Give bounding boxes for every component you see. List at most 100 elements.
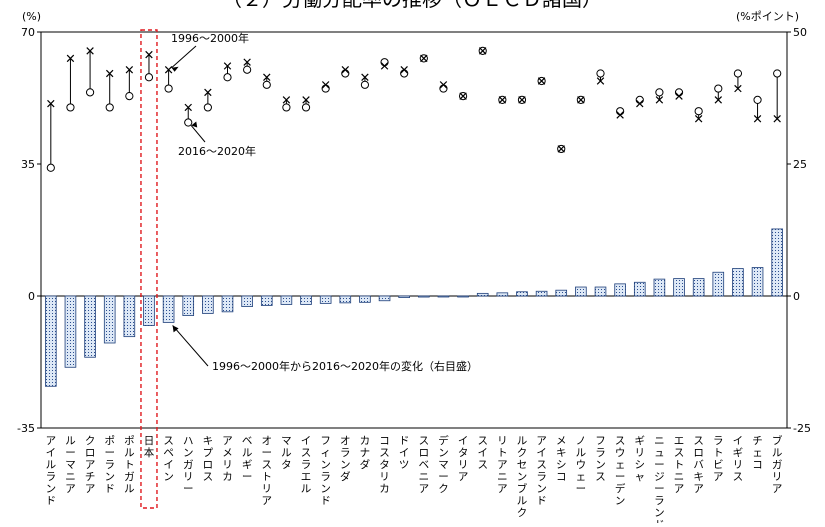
category-label: カナダ: [360, 435, 371, 471]
category-char: ト: [262, 471, 273, 483]
change-bar: [182, 295, 195, 316]
category-char: ス: [595, 471, 606, 483]
category-label: ノルウェー: [576, 435, 587, 495]
category-char: ダ: [340, 470, 351, 483]
category-char: ニ: [654, 435, 665, 447]
category-char: ア: [262, 495, 273, 507]
change-bar: [319, 295, 332, 304]
category-char: ニ: [419, 471, 430, 483]
category-label: ポーランド: [104, 435, 115, 495]
category-char: イ: [46, 447, 57, 459]
marker-1996-2000: [616, 111, 624, 119]
category-label: スウェーデン: [615, 435, 626, 507]
category-char: ン: [46, 483, 57, 495]
category-char: ル: [65, 435, 76, 447]
category-char: ブ: [772, 434, 783, 447]
category-char: ト: [124, 459, 135, 471]
category-char: ル: [517, 435, 528, 447]
category-char: ル: [772, 447, 783, 459]
category-char: カ: [360, 435, 371, 447]
change-bar: [771, 228, 783, 297]
category-char: シ: [635, 459, 646, 471]
category-char: ウ: [576, 459, 587, 471]
category-char: ス: [674, 447, 685, 459]
category-char: リ: [497, 435, 508, 447]
change-bar: [123, 295, 136, 338]
category-label: ドイツ: [399, 435, 410, 471]
marker-2016-2020: [46, 163, 55, 172]
marker-2016-2020: [282, 103, 291, 112]
category-char: デ: [615, 482, 626, 495]
marker-1996-2000: [66, 54, 75, 63]
category-char: ル: [124, 447, 135, 459]
marker-1996-2000: [753, 115, 762, 123]
change-bar: [712, 271, 725, 297]
marker-1996-2000: [439, 81, 448, 89]
category-char: ナ: [360, 447, 371, 459]
change-bar: [437, 295, 450, 298]
category-char: リ: [458, 459, 469, 471]
category-char: ア: [85, 459, 96, 471]
category-char: ガ: [183, 459, 194, 471]
category-char: マ: [65, 459, 76, 471]
marker-1996-2000: [184, 103, 192, 112]
category-char: ラ: [340, 447, 351, 459]
category-label: ハンガリー: [183, 435, 194, 495]
category-char: イ: [163, 459, 174, 471]
marker-1996-2000: [537, 77, 546, 85]
category-char: キ: [693, 471, 704, 483]
category-char: ィ: [320, 447, 331, 459]
category-char: ク: [517, 507, 528, 519]
category-label: ブルガリア: [772, 434, 783, 495]
category-char: シ: [556, 459, 567, 471]
japan-highlight-box: [140, 29, 158, 509]
category-char: ア: [222, 435, 233, 447]
change-bar: [398, 295, 410, 298]
category-label: ポルトガル: [124, 435, 135, 495]
change-bar: [516, 291, 528, 297]
category-label: アイスランド: [536, 435, 547, 507]
marker-2016-2020: [694, 107, 703, 116]
marker-2016-2020: [596, 69, 605, 78]
category-char: ェ: [752, 447, 763, 459]
category-char: タ: [458, 447, 469, 459]
category-label: フィンランド: [320, 435, 331, 507]
marker-2016-2020: [66, 103, 75, 112]
category-label: イタリア: [458, 435, 469, 483]
category-label: エストニア: [674, 435, 685, 495]
category-char: コ: [752, 459, 763, 471]
change-bar: [359, 295, 371, 303]
category-char: イ: [477, 447, 488, 459]
category-label: スペイン: [163, 435, 174, 483]
category-char: ン: [615, 495, 626, 507]
category-char: ド: [320, 495, 331, 507]
marker-1996-2000: [145, 50, 153, 59]
marker-2016-2020: [773, 69, 782, 78]
category-char: ー: [262, 447, 273, 459]
marker-1996-2000: [164, 65, 173, 74]
marker-1996-2000: [675, 92, 683, 100]
category-char: ガ: [772, 459, 783, 471]
category-char: リ: [379, 471, 390, 483]
category-char: リ: [733, 459, 744, 471]
right-tick-label: -25: [793, 422, 811, 435]
category-char: ン: [183, 447, 194, 459]
category-char: メ: [556, 435, 567, 447]
category-char: ラ: [536, 471, 547, 483]
category-char: ニ: [497, 471, 508, 483]
category-char: ル: [46, 459, 57, 471]
marker-1996-2000: [557, 145, 565, 153]
change-bar: [614, 283, 626, 297]
marker-1996-2000: [694, 115, 703, 123]
category-char: ー: [576, 483, 587, 495]
change-bar: [555, 289, 568, 297]
change-bar: [300, 295, 312, 305]
category-char: ア: [497, 483, 508, 495]
marker-1996-2000: [380, 62, 389, 70]
category-char: エ: [301, 471, 312, 483]
category-char: ア: [46, 435, 57, 447]
category-char: ャ: [635, 471, 646, 483]
marker-2016-2020: [360, 80, 370, 89]
category-label: イスラエル: [301, 435, 312, 495]
